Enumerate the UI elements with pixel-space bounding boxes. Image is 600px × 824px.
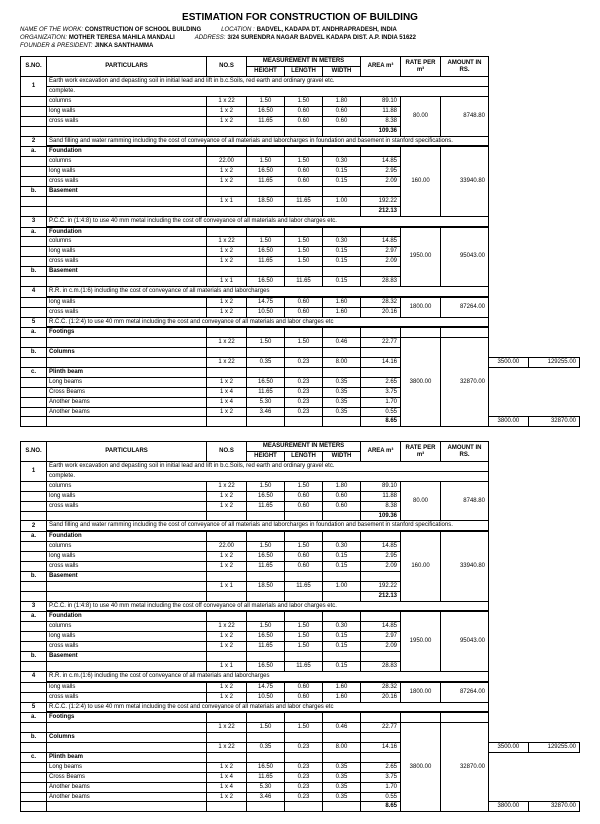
section-desc-row: 3 P.C.C. in (1:4:8) to use 40 mm metal i… (21, 601, 580, 611)
group-row: c. Plinth beam (21, 368, 580, 378)
data-row: cross walls 1 x 210.500.601.6020.16 (21, 692, 580, 702)
val-org: MOTHER TERESA MAHILA MANDALI (69, 35, 175, 41)
group-row: a. Footings (21, 713, 580, 723)
data-row: long walls 1 x 216.501.500.152.97 (21, 247, 580, 257)
group-row: c. Plinth beam (21, 752, 580, 762)
val-fp: JINKA SANTHAMMA (95, 43, 154, 49)
data-row: cross walls 1 x 211.650.600.152.09 (21, 562, 580, 572)
section-desc-row: 1 Earth work excavation and depasting so… (21, 462, 580, 472)
total-row: 212.13 (21, 591, 580, 601)
data-row: 1 x 221.501.500.4622.773800.0032870.00 (21, 723, 580, 733)
estimate-table: S.NO. PARTICULARS NO.S MEASUREMENT IN ME… (20, 56, 580, 427)
group-row: b. Columns (21, 348, 580, 358)
data-row: Long beams 1 x 216.500.230.352.65 (21, 377, 580, 387)
estimate-table: S.NO. PARTICULARS NO.S MEASUREMENT IN ME… (20, 441, 580, 812)
data-row: cross walls 1 x 211.651.500.152.09 (21, 642, 580, 652)
group-row: b. Columns (21, 733, 580, 743)
data-row: cross walls 1 x 211.651.500.152.09 (21, 257, 580, 267)
data-row: columns 22.001.501.500.3014.85 (21, 157, 580, 167)
data-row: long walls 1 x 216.500.600.152.95 (21, 167, 580, 177)
section-desc-row: 4 R.R. in c.m.(1:6) including the cost o… (21, 671, 580, 681)
data-row: Another beams 1 x 23.460.230.350.55 (21, 407, 580, 417)
data-row: long walls 1 x 216.500.600.152.95 (21, 552, 580, 562)
data-row: cross walls 1 x 211.650.600.608.38 (21, 501, 580, 511)
group-row: a. Footings (21, 328, 580, 338)
section-desc-row: 2 Sand filling and water ramming includi… (21, 136, 580, 146)
data-row: long walls 1 x 214.750.601.6028.321800.0… (21, 682, 580, 692)
group-row: b. Basement (21, 652, 580, 662)
total-row: 109.36 (21, 126, 580, 136)
data-row: 1 x 220.350.238.0014.163500.00129255.00 (21, 743, 580, 753)
data-row: 1 x 118.5011.651.00192.22 (21, 581, 580, 591)
data-row: columns 22.001.501.500.3014.85 (21, 542, 580, 552)
tables-container: S.NO. PARTICULARS NO.S MEASUREMENT IN ME… (20, 56, 580, 812)
data-row: long walls 1 x 216.500.600.6011.88 (21, 106, 580, 116)
lbl-addr: ADDRESS: (195, 35, 226, 41)
lbl-org: ORGANIZATION: (20, 35, 67, 41)
data-row: long walls 1 x 214.750.601.6028.321800.0… (21, 297, 580, 307)
data-row: Cross Beams 1 x 411.650.230.353.75 (21, 387, 580, 397)
section-desc-row: 5 R.C.C. (1:2:4) to use 40 mm metal incl… (21, 702, 580, 712)
group-row: a. Foundation 1950.0095043.00 (21, 227, 580, 237)
section-subtitle: complete. (21, 472, 580, 482)
data-row: 1 x 220.350.238.0014.163500.00129255.00 (21, 358, 580, 368)
group-row: b. Basement (21, 571, 580, 581)
table-header-row: S.NO. PARTICULARS NO.S MEASUREMENT IN ME… (21, 442, 580, 452)
lbl-loc: LOCATION : (221, 27, 255, 33)
data-row: long walls 1 x 216.501.500.152.97 (21, 632, 580, 642)
lbl-fp: FOUNDER & PRESIDENT: (20, 43, 93, 49)
data-row: 1 x 221.501.500.4622.773800.0032870.00 (21, 338, 580, 348)
data-row: 1 x 116.5011.650.1528.83 (21, 661, 580, 671)
total-row: 109.36 (21, 511, 580, 521)
page-title: ESTIMATION FOR CONSTRUCTION OF BUILDING (20, 12, 580, 23)
data-row: columns 1 x 221.501.500.3014.85 (21, 237, 580, 247)
total-row: 212.13 (21, 206, 580, 216)
group-row: b. Basement (21, 186, 580, 196)
data-row: columns 1 x 221.501.500.3014.85 (21, 622, 580, 632)
data-row: Another beams 1 x 45.300.230.351.70 (21, 782, 580, 792)
data-row: Another beams 1 x 45.300.230.351.70 (21, 397, 580, 407)
data-row: columns 1 x 221.501.501.8089.1080.008748… (21, 96, 580, 106)
section-desc-row: 2 Sand filling and water ramming includi… (21, 521, 580, 531)
data-row: 1 x 116.5011.650.1528.83 (21, 276, 580, 286)
data-row: cross walls 1 x 210.500.601.6020.16 (21, 307, 580, 317)
val-loc: BADVEL, KADAPA DT. ANDHRAPRADESH, INDIA (257, 27, 397, 33)
data-row: cross walls 1 x 211.650.600.152.09 (21, 177, 580, 187)
section-desc-row: 3 P.C.C. in (1:4:8) to use 40 mm metal i… (21, 216, 580, 226)
section-subtitle: complete. (21, 87, 580, 97)
data-row: long walls 1 x 216.500.600.6011.88 (21, 491, 580, 501)
val-work: CONSTRUCTION OF SCHOOL BUILDING (85, 27, 201, 33)
total-row: 8.653800.0032870.00 (21, 802, 580, 812)
group-row: b. Basement (21, 267, 580, 277)
data-row: 1 x 118.5011.651.00192.22 (21, 196, 580, 206)
data-row: Another beams 1 x 23.460.230.350.55 (21, 792, 580, 802)
group-row: a. Foundation 160.0033940.80 (21, 532, 580, 542)
section-desc-row: 1 Earth work excavation and depasting so… (21, 77, 580, 87)
total-row: 8.653800.0032870.00 (21, 417, 580, 427)
section-desc-row: 4 R.R. in c.m.(1:6) including the cost o… (21, 286, 580, 296)
val-addr: 3/24 SURENDRA NAGAR BADVEL KADAPA DIST. … (227, 35, 416, 41)
data-row: Long beams 1 x 216.500.230.352.65 (21, 762, 580, 772)
table-header-row: S.NO. PARTICULARS NO.S MEASUREMENT IN ME… (21, 57, 580, 67)
data-row: Cross Beams 1 x 411.650.230.353.75 (21, 772, 580, 782)
data-row: columns 1 x 221.501.501.8089.1080.008748… (21, 481, 580, 491)
section-desc-row: 5 R.C.C. (1:2:4) to use 40 mm metal incl… (21, 317, 580, 327)
group-row: a. Foundation 1950.0095043.00 (21, 612, 580, 622)
lbl-work: NAME OF THE WORK: (20, 27, 83, 33)
header-block: NAME OF THE WORK:CONSTRUCTION OF SCHOOL … (20, 27, 580, 50)
data-row: cross walls 1 x 211.650.600.608.38 (21, 116, 580, 126)
group-row: a. Foundation 160.0033940.80 (21, 147, 580, 157)
